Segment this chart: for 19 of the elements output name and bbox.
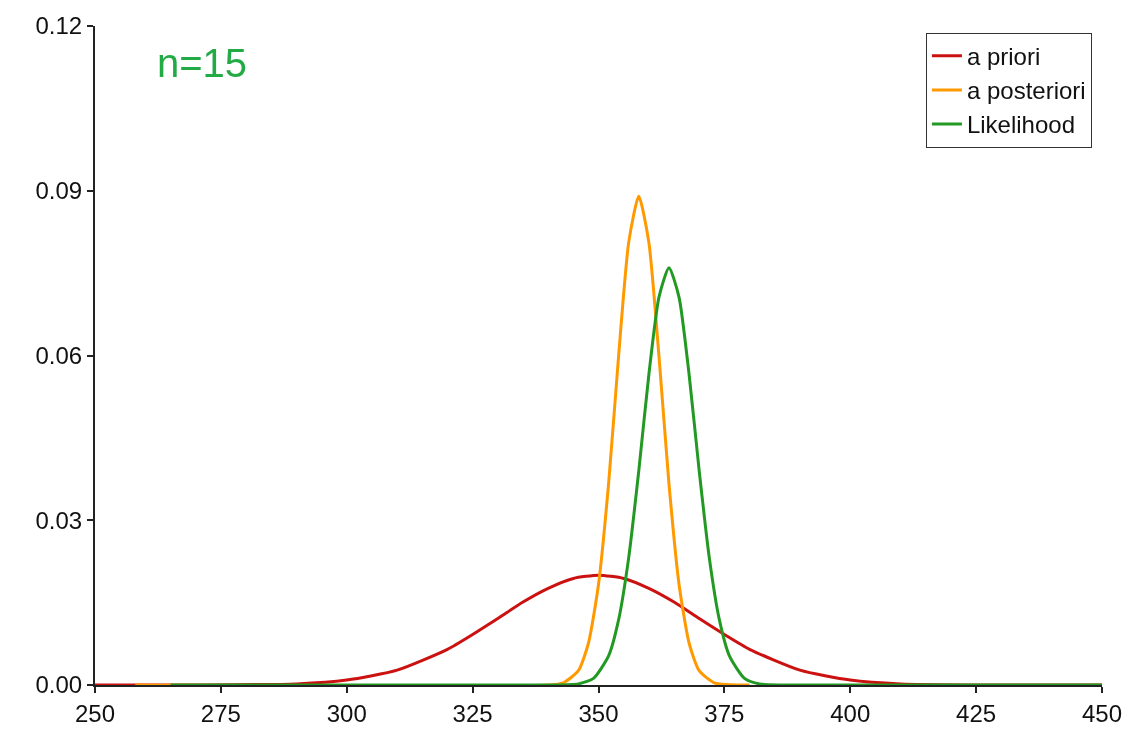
legend-label: a posteriori (966, 77, 1086, 105)
y-tick-label: 0.06 (35, 341, 83, 369)
x-tick-label: 300 (326, 699, 367, 727)
x-tick-label: 350 (578, 699, 619, 727)
x-tick-label: 400 (830, 699, 871, 727)
y-tick-label: 0.12 (35, 12, 83, 40)
legend-label: Likelihood (966, 111, 1076, 139)
y-tick-label: 0.00 (35, 671, 83, 699)
x-tick-label: 425 (956, 699, 997, 727)
annotation: n=15 (157, 41, 248, 85)
line-series (169, 266, 1102, 685)
x-tick-label: 450 (1081, 699, 1123, 727)
x-tick-label: 275 (200, 699, 241, 727)
legend-label: a priori (966, 43, 1041, 71)
x-tick-label: 325 (452, 699, 493, 727)
x-tick-label: 250 (74, 699, 116, 727)
x-tick-label: 375 (704, 699, 745, 727)
y-tick-label: 0.03 (35, 506, 83, 534)
y-tick-label: 0.09 (35, 177, 83, 205)
